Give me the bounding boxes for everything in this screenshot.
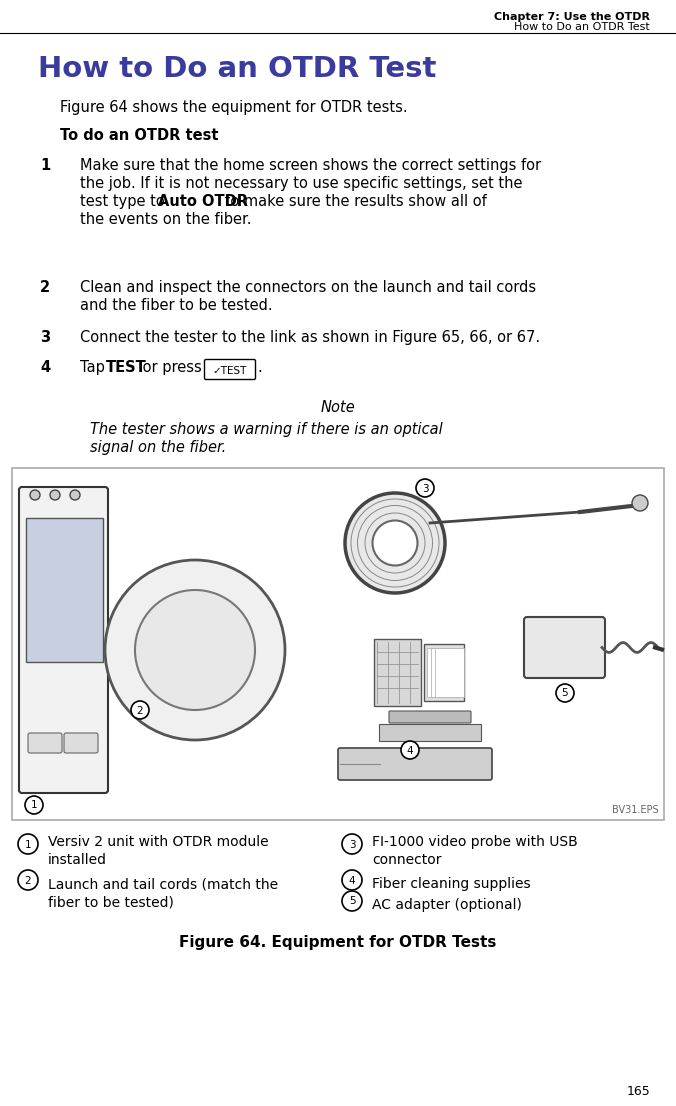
Text: .: . (257, 359, 262, 375)
Text: 5: 5 (349, 897, 356, 907)
FancyBboxPatch shape (28, 733, 62, 753)
Text: How to Do an OTDR Test: How to Do an OTDR Test (514, 22, 650, 32)
Text: 3: 3 (40, 330, 50, 345)
Text: Note: Note (320, 400, 356, 415)
Circle shape (50, 490, 60, 500)
Text: 1: 1 (25, 839, 31, 849)
Text: the events on the fiber.: the events on the fiber. (80, 212, 251, 227)
FancyBboxPatch shape (26, 518, 103, 662)
Text: Figure 64. Equipment for OTDR Tests: Figure 64. Equipment for OTDR Tests (179, 935, 497, 950)
Text: Figure 64 shows the equipment for OTDR tests.: Figure 64 shows the equipment for OTDR t… (60, 100, 408, 115)
FancyBboxPatch shape (338, 748, 492, 780)
Circle shape (105, 560, 285, 740)
Text: 5: 5 (562, 689, 569, 699)
Circle shape (18, 834, 38, 854)
FancyBboxPatch shape (379, 724, 481, 741)
Circle shape (135, 589, 255, 710)
FancyBboxPatch shape (431, 647, 460, 697)
Text: 165: 165 (626, 1085, 650, 1098)
Text: 1: 1 (30, 801, 37, 811)
Text: fiber to be tested): fiber to be tested) (48, 895, 174, 909)
Circle shape (401, 741, 419, 759)
Text: Chapter 7: Use the OTDR: Chapter 7: Use the OTDR (494, 12, 650, 22)
Text: installed: installed (48, 853, 107, 867)
Text: Make sure that the home screen shows the correct settings for: Make sure that the home screen shows the… (80, 158, 541, 173)
Text: and the fiber to be tested.: and the fiber to be tested. (80, 298, 272, 313)
Circle shape (416, 479, 434, 497)
FancyBboxPatch shape (64, 733, 98, 753)
Text: connector: connector (372, 853, 441, 867)
FancyBboxPatch shape (524, 617, 605, 678)
Circle shape (25, 796, 43, 814)
Text: Versiv 2 unit with OTDR module: Versiv 2 unit with OTDR module (48, 835, 268, 849)
Circle shape (18, 870, 38, 890)
FancyBboxPatch shape (424, 644, 464, 701)
Text: ✓TEST: ✓TEST (213, 365, 247, 376)
FancyBboxPatch shape (374, 639, 421, 706)
Circle shape (632, 495, 648, 511)
Circle shape (342, 834, 362, 854)
Text: signal on the fiber.: signal on the fiber. (90, 440, 226, 455)
Circle shape (342, 870, 362, 890)
Text: 4: 4 (349, 876, 356, 886)
Circle shape (556, 684, 574, 702)
Text: or press: or press (138, 359, 206, 375)
Text: Fiber cleaning supplies: Fiber cleaning supplies (372, 877, 531, 891)
Text: 3: 3 (422, 483, 429, 493)
Text: 2: 2 (137, 706, 143, 716)
Text: test type to: test type to (80, 194, 170, 209)
FancyBboxPatch shape (435, 647, 464, 697)
FancyBboxPatch shape (427, 647, 456, 697)
Text: 2: 2 (40, 280, 50, 295)
Circle shape (30, 490, 40, 500)
Text: TEST: TEST (106, 359, 147, 375)
Text: BV31.EPS: BV31.EPS (612, 805, 659, 815)
Circle shape (342, 891, 362, 911)
Text: How to Do an OTDR Test: How to Do an OTDR Test (38, 55, 437, 83)
Text: 3: 3 (349, 839, 356, 849)
Text: Launch and tail cords (match the: Launch and tail cords (match the (48, 877, 278, 891)
Text: To do an OTDR test: To do an OTDR test (60, 128, 218, 143)
Text: Auto OTDR: Auto OTDR (158, 194, 248, 209)
FancyBboxPatch shape (389, 711, 471, 723)
FancyBboxPatch shape (205, 359, 256, 379)
Circle shape (131, 701, 149, 719)
Circle shape (372, 521, 418, 565)
Circle shape (70, 490, 80, 500)
Text: The tester shows a warning if there is an optical: The tester shows a warning if there is a… (90, 422, 443, 437)
Text: 2: 2 (25, 876, 31, 886)
Text: FI-1000 video probe with USB: FI-1000 video probe with USB (372, 835, 578, 849)
Text: to make sure the results show all of: to make sure the results show all of (220, 194, 487, 209)
Circle shape (345, 493, 445, 593)
Bar (12, 468, 664, 820)
Text: Connect the tester to the link as shown in Figure 65, 66, or 67.: Connect the tester to the link as shown … (80, 330, 540, 345)
Text: 4: 4 (40, 359, 50, 375)
Text: 4: 4 (407, 745, 413, 755)
Text: Tap: Tap (80, 359, 110, 375)
Text: 1: 1 (40, 158, 50, 173)
Text: Clean and inspect the connectors on the launch and tail cords: Clean and inspect the connectors on the … (80, 280, 536, 295)
Text: the job. If it is not necessary to use specific settings, set the: the job. If it is not necessary to use s… (80, 176, 523, 191)
FancyBboxPatch shape (19, 487, 108, 793)
Text: AC adapter (optional): AC adapter (optional) (372, 898, 522, 912)
